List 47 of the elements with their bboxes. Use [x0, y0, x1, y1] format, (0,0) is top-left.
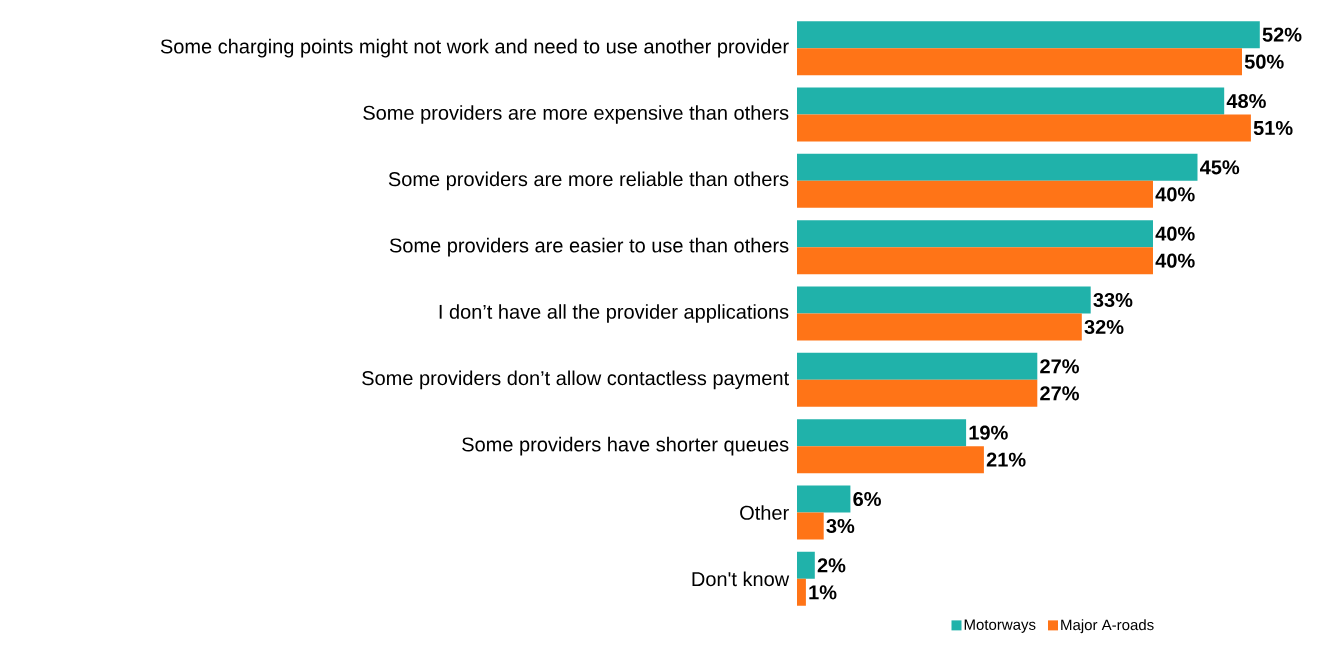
data-label: 40% — [1155, 187, 1195, 202]
data-label: 2% — [817, 558, 846, 573]
bar — [797, 114, 1251, 142]
y-tick-label: Some providers are more reliable than others — [388, 171, 789, 191]
data-label: 45% — [1200, 160, 1240, 175]
bar — [797, 87, 1225, 115]
bar — [797, 21, 1260, 49]
data-label: 27% — [1040, 359, 1079, 374]
y-tick-label: Some providers have shorter queues — [462, 436, 789, 456]
data-label: 21% — [986, 452, 1026, 467]
bar — [797, 220, 1153, 248]
bar — [797, 286, 1091, 314]
data-label: 40% — [1155, 226, 1195, 241]
y-tick-label: Some providers don’t allow contactless payment — [362, 370, 789, 390]
bar — [797, 352, 1038, 380]
bar — [797, 419, 967, 447]
data-label: 50% — [1244, 54, 1284, 69]
bar — [797, 48, 1242, 76]
data-label: 32% — [1084, 319, 1124, 335]
bar — [797, 247, 1153, 275]
data-label: 6% — [853, 491, 881, 507]
y-tick-label: Some charging points might not work and need to use another provider — [160, 38, 789, 58]
data-label: 27% — [1040, 386, 1079, 401]
data-label: 52% — [1262, 27, 1302, 42]
data-label: 19% — [969, 425, 1008, 440]
data-label: 3% — [826, 518, 855, 534]
bar — [797, 153, 1198, 181]
y-tick-label: Don't know — [692, 571, 790, 587]
y-tick-label: Some providers are more expensive than others — [363, 105, 789, 124]
y-tick-label: Some providers are easier to use than others — [389, 237, 789, 257]
bar — [797, 379, 1038, 407]
bar — [797, 313, 1082, 341]
y-tick-label: I don’t have all the provider applications — [439, 304, 789, 323]
data-label: 40% — [1155, 253, 1195, 268]
bar — [797, 485, 851, 513]
bar — [797, 180, 1153, 208]
bar — [797, 578, 806, 606]
data-label: 48% — [1226, 93, 1266, 109]
legend-label: Motorways — [964, 619, 1036, 633]
data-label: 51% — [1253, 120, 1293, 136]
legend-label: Major A-roads — [1061, 619, 1154, 634]
bar — [797, 512, 824, 540]
bar — [797, 446, 984, 474]
y-tick-label: Other — [740, 505, 789, 520]
data-label: 33% — [1093, 292, 1133, 308]
data-label: 1% — [809, 585, 837, 600]
bar — [797, 551, 815, 579]
